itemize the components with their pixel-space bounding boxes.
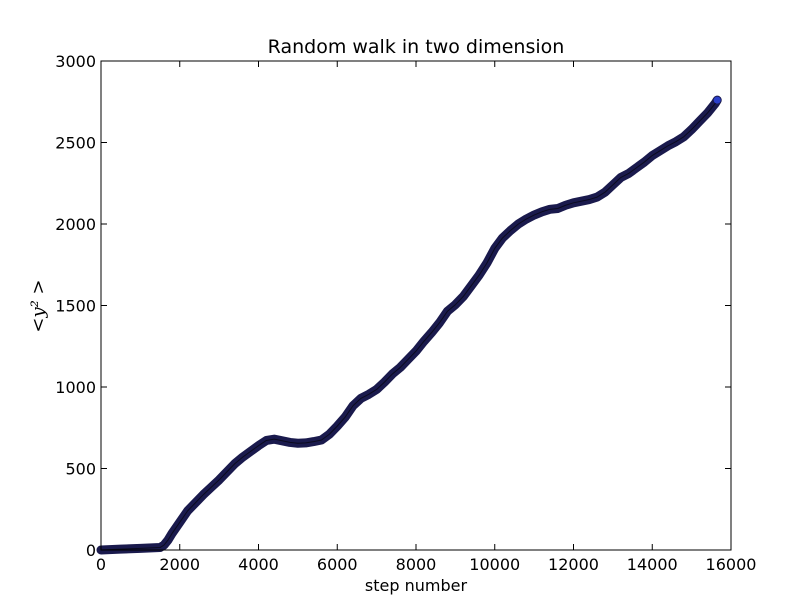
plot-area <box>101 61 731 550</box>
y-tick-label: 1000 <box>55 378 96 397</box>
x-tick-label: 4000 <box>238 555 279 574</box>
y-tick-label: 1500 <box>55 297 96 316</box>
y-tick-label: 3000 <box>55 52 96 71</box>
x-tick-label: 12000 <box>548 555 599 574</box>
x-tick-label: 2000 <box>159 555 200 574</box>
x-tick-label: 8000 <box>396 555 437 574</box>
y-tick-label: 0 <box>86 541 96 560</box>
y-tick-label: 2000 <box>55 215 96 234</box>
x-tick-label: 0 <box>96 555 106 574</box>
x-tick-label: 10000 <box>469 555 520 574</box>
chart-title: Random walk in two dimension <box>268 36 565 58</box>
x-axis-label: step number <box>365 576 468 595</box>
x-axis: 0 2000 4000 6000 8000 10000 12000 14000 16000 <box>96 61 757 574</box>
x-tick-label: 14000 <box>627 555 678 574</box>
x-tick-label: 6000 <box>317 555 358 574</box>
y-tick-label: 500 <box>65 460 96 479</box>
y-axis: 0 500 1000 1500 2000 2500 3000 <box>55 52 731 560</box>
series-end-marker <box>713 96 721 104</box>
series-layer <box>96 95 722 555</box>
y-tick-label: 2500 <box>55 134 96 153</box>
x-tick-label: 16000 <box>706 555 757 574</box>
y-axis-label: <y² > <box>28 279 49 332</box>
series-line-core <box>100 99 718 551</box>
